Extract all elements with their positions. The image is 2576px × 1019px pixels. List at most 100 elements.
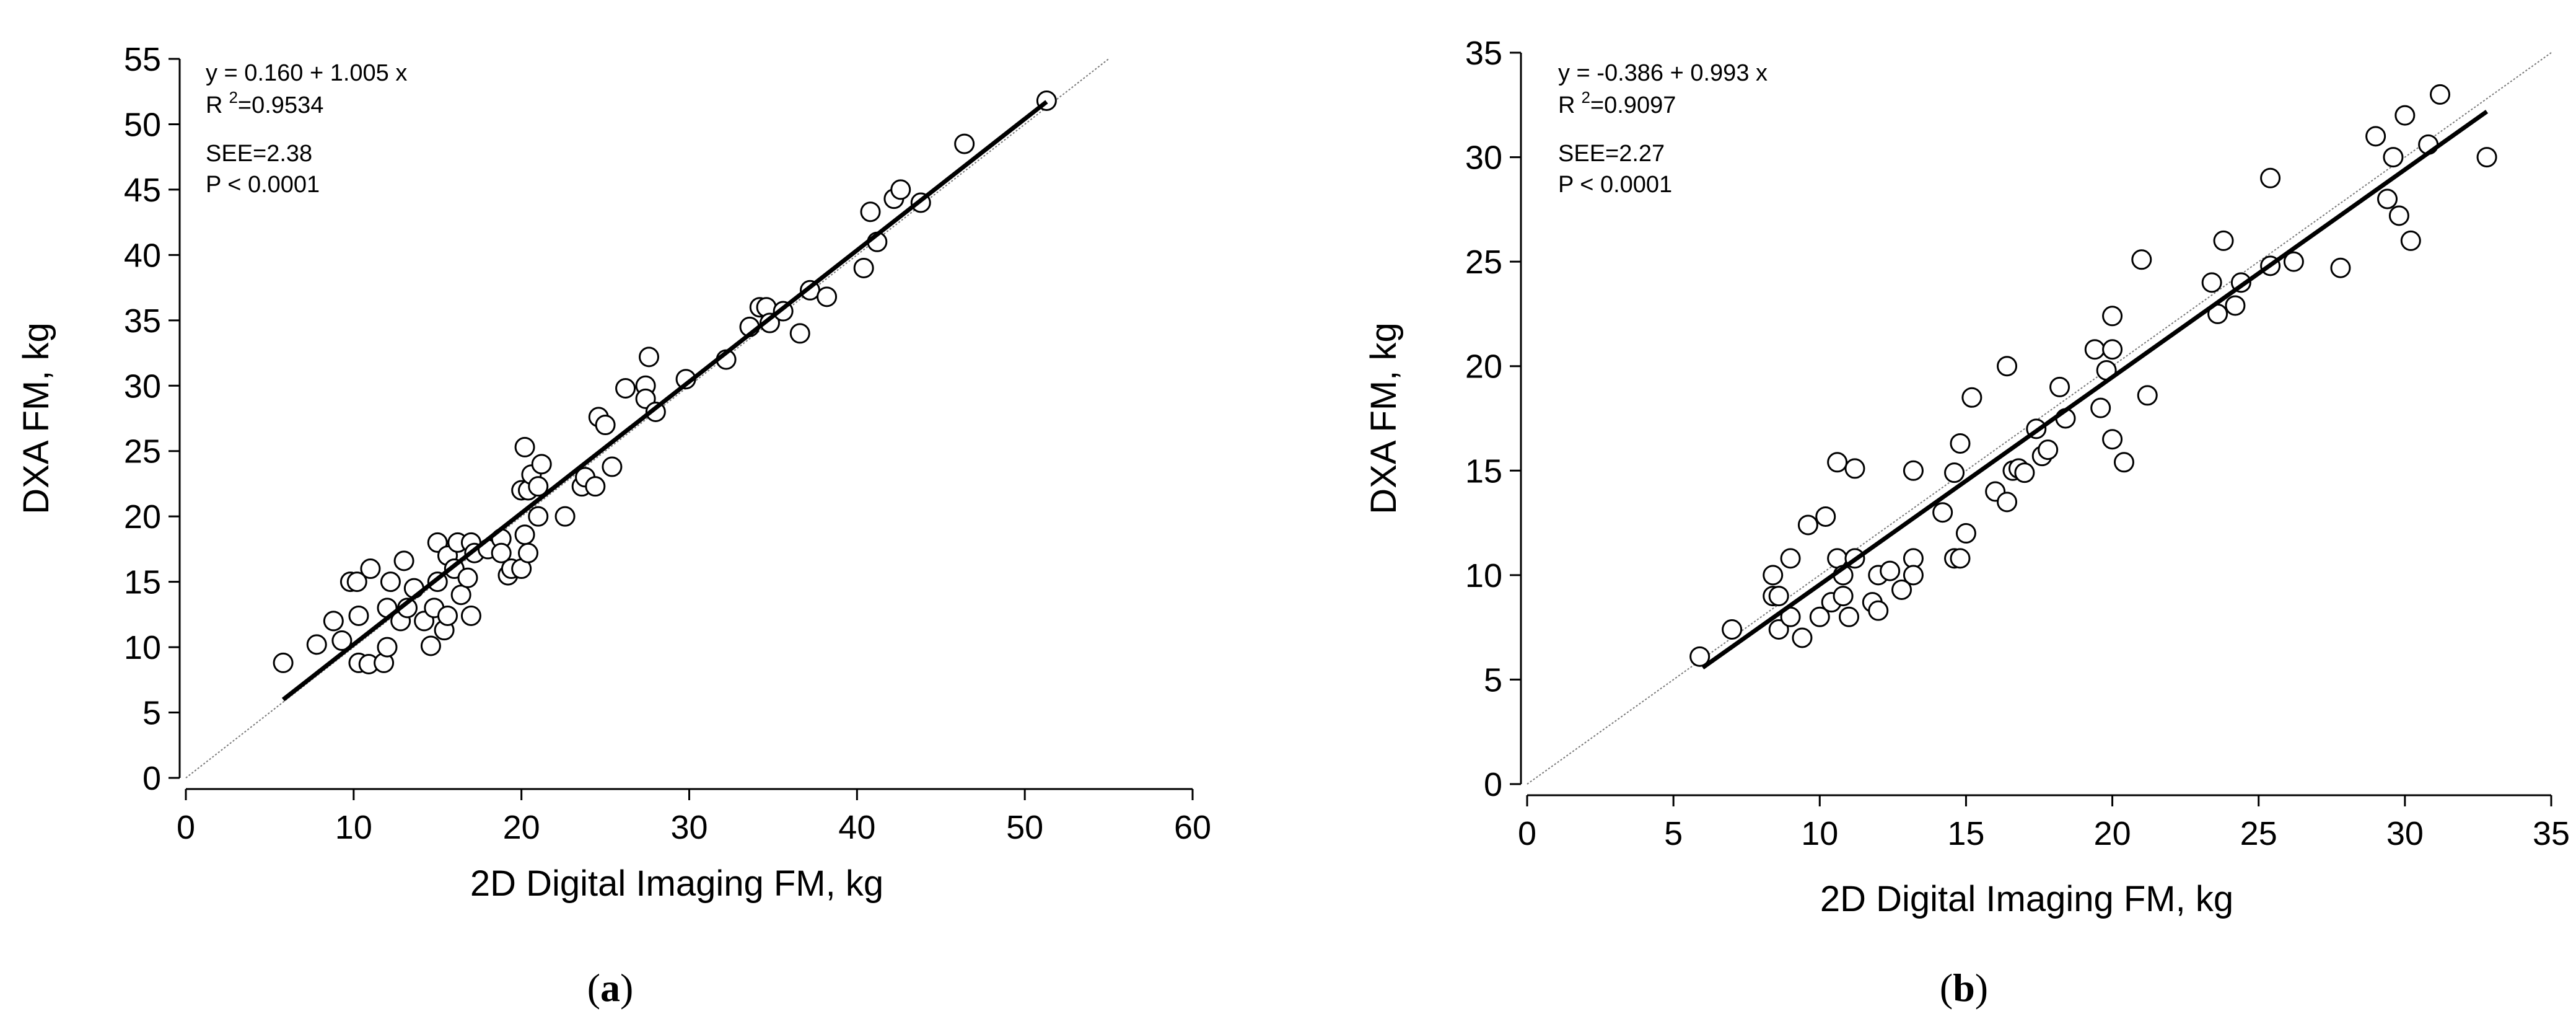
x-tick-label: 5 xyxy=(1664,815,1683,852)
data-point xyxy=(2131,249,2152,270)
data-point xyxy=(2213,230,2234,251)
see-text: SEE=2.38 xyxy=(206,141,312,167)
x-tick-label: 25 xyxy=(2240,815,2277,852)
x-tick-label: 10 xyxy=(1801,815,1838,852)
data-point xyxy=(1997,356,2018,377)
x-tick-label: 20 xyxy=(2094,815,2131,852)
data-point xyxy=(2430,84,2451,105)
regression-line xyxy=(281,100,1048,702)
y-tick-label: 25 xyxy=(124,433,161,470)
data-point xyxy=(528,476,549,497)
data-point xyxy=(1833,586,1854,607)
data-point xyxy=(460,605,481,626)
data-point xyxy=(2388,205,2409,226)
data-point xyxy=(2377,188,2398,210)
data-point xyxy=(853,257,874,278)
r-squared-value: =0.9534 xyxy=(238,92,323,118)
data-point xyxy=(639,346,659,368)
y-tick-label: 5 xyxy=(1484,661,1502,699)
data-point xyxy=(323,611,344,632)
data-point xyxy=(1868,600,1889,621)
data-point xyxy=(1950,548,1971,569)
panel-caption: (a) xyxy=(587,966,634,1010)
data-point xyxy=(1961,387,1982,408)
data-point xyxy=(860,201,881,223)
data-point xyxy=(1827,452,1848,473)
data-point xyxy=(306,634,327,655)
data-point xyxy=(531,454,552,475)
x-tick-label: 15 xyxy=(1947,815,1984,852)
data-point xyxy=(1689,646,1711,667)
data-point xyxy=(595,415,616,436)
data-point xyxy=(518,542,538,563)
data-point xyxy=(2225,295,2246,316)
data-point xyxy=(2049,376,2070,397)
data-point xyxy=(1763,565,1784,586)
y-tick-label: 30 xyxy=(1465,139,1502,177)
x-tick-label: 30 xyxy=(670,809,708,846)
data-point xyxy=(1768,619,1789,640)
y-tick-label: 0 xyxy=(1484,766,1502,803)
y-tick-label: 35 xyxy=(124,302,161,340)
data-point xyxy=(491,542,512,563)
x-tick-label: 20 xyxy=(503,809,540,846)
r-squared-prefix: R xyxy=(206,92,222,118)
data-point xyxy=(1944,462,1965,483)
data-point xyxy=(1827,548,1848,569)
y-tick-label: 30 xyxy=(124,368,161,405)
caption-open-paren: ( xyxy=(587,966,600,1010)
data-point xyxy=(1768,586,1789,607)
x-axis-label: 2D Digital Imaging FM, kg xyxy=(470,863,883,904)
data-point xyxy=(2201,272,2222,293)
data-point xyxy=(554,506,576,527)
data-point xyxy=(2400,230,2421,251)
data-point xyxy=(514,436,535,457)
data-point xyxy=(1891,579,1912,600)
data-point xyxy=(273,652,294,673)
r-squared-text: R 2=0.9534 xyxy=(206,88,323,118)
data-point xyxy=(1780,548,1801,569)
data-point xyxy=(2102,339,2123,360)
caption-close-paren: ) xyxy=(1975,966,1988,1010)
r-squared-value: =0.9097 xyxy=(1590,92,1676,118)
data-point xyxy=(890,179,911,200)
data-point xyxy=(645,401,666,422)
y-tick-label: 10 xyxy=(1465,557,1502,594)
caption-letter: b xyxy=(1953,966,1975,1010)
y-tick-label: 35 xyxy=(1465,35,1502,72)
data-point xyxy=(2113,452,2134,473)
data-point xyxy=(1809,606,1830,627)
data-point xyxy=(457,567,478,588)
caption-close-paren: ) xyxy=(620,966,633,1010)
p-value-text: P < 0.0001 xyxy=(1558,172,1672,198)
data-point xyxy=(817,286,838,307)
y-tick-label: 25 xyxy=(1465,244,1502,281)
data-point xyxy=(2084,339,2105,360)
chart-panel-a: 0 5 10 15 20 25 30 35 40 45 50 55 0 10 20 30 40 50 60 2D Di… xyxy=(16,41,1211,1010)
data-point xyxy=(2102,429,2123,450)
data-point xyxy=(1997,492,2018,513)
y-tick-label: 5 xyxy=(142,695,161,732)
data-point xyxy=(1903,565,1924,586)
x-tick-label: 0 xyxy=(177,809,195,846)
data-point xyxy=(1815,506,1836,527)
data-point xyxy=(2365,126,2386,147)
r-squared-superscript: 2 xyxy=(1581,88,1590,107)
y-tick-label: 50 xyxy=(124,106,161,143)
data-point xyxy=(514,524,535,545)
data-point xyxy=(348,605,369,626)
y-tick-label: 15 xyxy=(124,564,161,601)
data-point xyxy=(1955,523,1976,544)
x-tick-label: 30 xyxy=(2386,815,2424,852)
data-point xyxy=(2330,257,2351,278)
y-tick-label: 15 xyxy=(1465,452,1502,490)
data-point xyxy=(2014,462,2035,483)
see-text: SEE=2.27 xyxy=(1558,141,1665,167)
equation-text: y = 0.160 + 1.005 x xyxy=(206,60,407,86)
y-tick-label: 20 xyxy=(124,498,161,536)
caption-letter: a xyxy=(600,966,620,1010)
data-point xyxy=(2383,147,2404,168)
data-point xyxy=(380,571,401,593)
